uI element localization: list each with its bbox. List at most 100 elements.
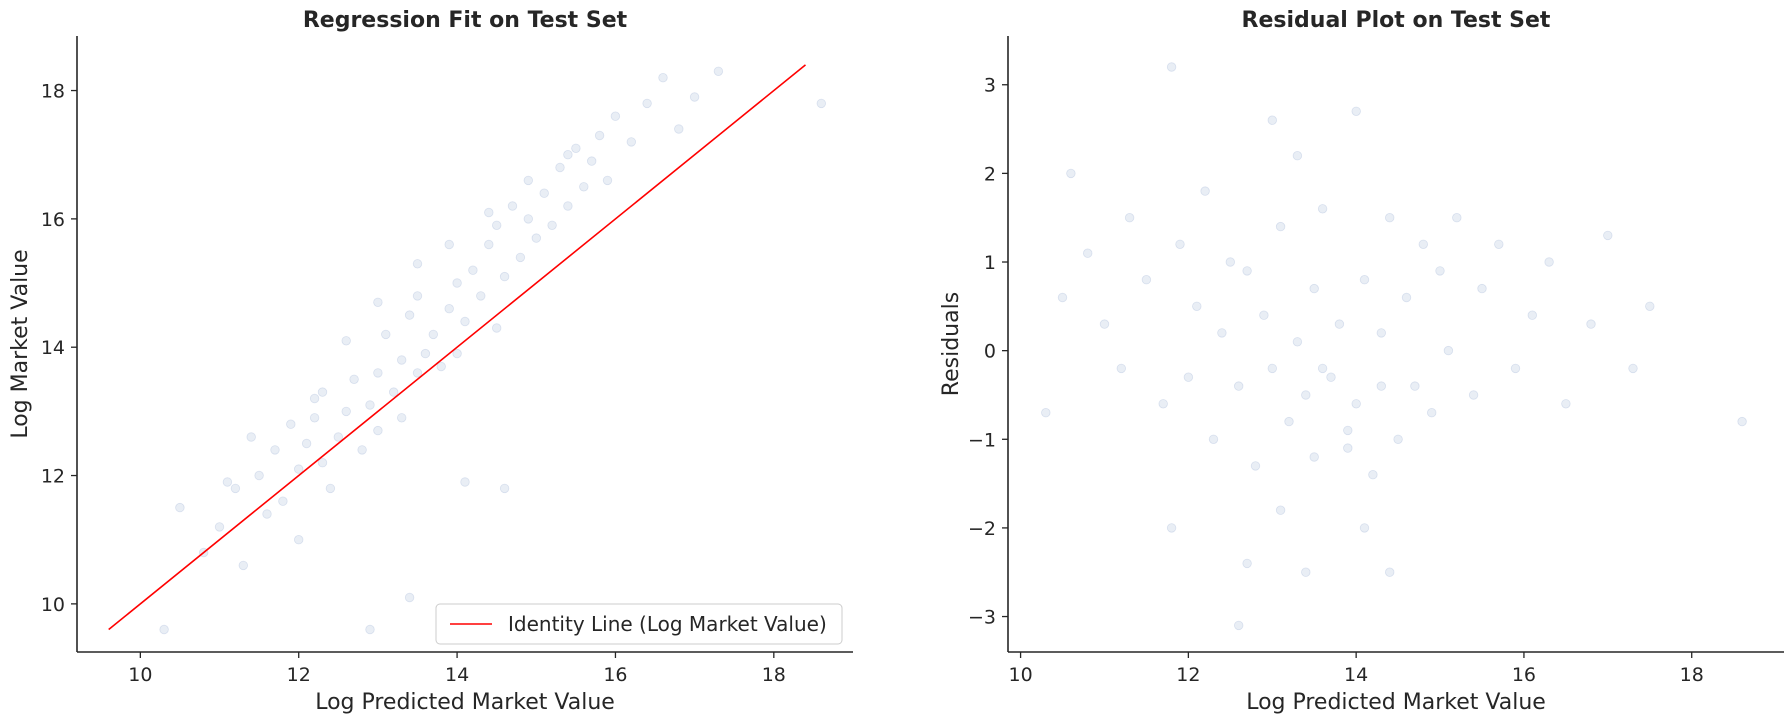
- scatter-point: [563, 201, 573, 211]
- scatter-point: [555, 162, 565, 173]
- scatter-point: [373, 425, 383, 436]
- scatter-point: [468, 265, 478, 275]
- scatter-point: [278, 496, 288, 506]
- regression-lines: [108, 64, 807, 631]
- scatter-point: [563, 149, 573, 160]
- scatter-point: [452, 278, 462, 288]
- scatter-point: [1494, 239, 1504, 250]
- scatter-point: [1359, 275, 1370, 285]
- regression-scatter-points: [159, 66, 827, 635]
- scatter-point: [1041, 408, 1051, 418]
- scatter-point: [816, 98, 827, 109]
- scatter-point: [1233, 620, 1244, 631]
- x-tick-label: 14: [1344, 664, 1368, 686]
- scatter-point: [317, 458, 328, 468]
- scatter-point: [1082, 248, 1093, 258]
- scatter-point: [547, 220, 557, 231]
- scatter-point: [1351, 106, 1361, 117]
- scatter-point: [286, 419, 296, 429]
- scatter-point: [531, 233, 542, 243]
- scatter-point: [270, 445, 280, 455]
- scatter-point: [397, 355, 407, 365]
- scatter-point: [1275, 505, 1286, 515]
- scatter-point: [412, 259, 423, 269]
- residual-y-ticks: −3 −2 −1 0 1 2 3: [968, 75, 1008, 629]
- regression-fit-panel: Regression Fit on Test Set 10 12 14 16 18 10…: [8, 8, 853, 715]
- scatter-point: [1175, 239, 1185, 250]
- residual-scatter-points: [1041, 62, 1747, 631]
- regression-legend: Identity Line (Log Market Value): [435, 603, 843, 645]
- scatter-point: [484, 207, 494, 218]
- scatter-point: [1250, 461, 1261, 471]
- scatter-point: [381, 329, 391, 340]
- y-tick-label: 1: [984, 252, 996, 274]
- scatter-point: [539, 188, 549, 198]
- scatter-point: [1645, 301, 1655, 312]
- scatter-point: [1628, 363, 1638, 374]
- regression-y-ticks: 10 12 14 16 18: [41, 81, 77, 616]
- x-tick-label: 16: [603, 664, 627, 686]
- scatter-point: [523, 214, 534, 224]
- scatter-point: [1426, 408, 1437, 418]
- scatter-point: [246, 432, 256, 442]
- scatter-point: [1242, 558, 1252, 569]
- scatter-point: [341, 406, 351, 417]
- scatter-point: [1317, 204, 1328, 214]
- scatter-point: [587, 156, 597, 166]
- scatter-point: [1267, 363, 1278, 374]
- scatter-point: [1418, 239, 1429, 250]
- y-tick-label: 2: [984, 163, 996, 185]
- scatter-point: [1376, 381, 1387, 391]
- scatter-point: [1368, 470, 1378, 480]
- scatter-point: [404, 310, 415, 320]
- scatter-point: [1099, 319, 1110, 329]
- scatter-point: [1384, 212, 1395, 223]
- scatter-point: [1192, 301, 1202, 312]
- scatter-point: [420, 348, 431, 359]
- scatter-point: [1217, 328, 1227, 338]
- scatter-point: [1066, 168, 1076, 179]
- scatter-point: [515, 252, 526, 263]
- scatter-point: [1586, 319, 1596, 329]
- scatter-point: [594, 130, 605, 141]
- identity-line: [108, 64, 807, 631]
- scatter-point: [642, 98, 652, 109]
- scatter-point: [1468, 390, 1479, 400]
- scatter-point: [452, 348, 462, 359]
- scatter-point: [1527, 310, 1538, 320]
- scatter-point: [1284, 416, 1294, 427]
- scatter-point: [341, 336, 351, 346]
- x-tick-label: 12: [287, 664, 311, 686]
- scatter-point: [1057, 292, 1068, 303]
- scatter-point: [1309, 283, 1319, 294]
- scatter-point: [1275, 221, 1286, 232]
- scatter-point: [1242, 266, 1252, 276]
- scatter-point: [1124, 212, 1135, 223]
- x-tick-label: 10: [1008, 664, 1032, 686]
- scatter-point: [1233, 381, 1244, 391]
- scatter-point: [1166, 523, 1177, 533]
- scatter-point: [460, 477, 470, 487]
- scatter-point: [492, 220, 502, 231]
- scatter-point: [317, 387, 328, 397]
- scatter-point: [713, 66, 724, 77]
- residual-x-axis-label: Log Predicted Market Value: [1246, 690, 1546, 715]
- scatter-point: [294, 464, 304, 474]
- scatter-point: [1141, 275, 1152, 285]
- x-tick-label: 18: [762, 664, 786, 686]
- scatter-point: [1225, 257, 1236, 267]
- scatter-point: [159, 624, 169, 635]
- scatter-point: [523, 175, 534, 186]
- scatter-point: [476, 291, 486, 301]
- scatter-point: [1510, 363, 1521, 374]
- scatter-point: [444, 304, 454, 314]
- scatter-point: [1200, 186, 1210, 196]
- scatter-point: [1259, 310, 1269, 320]
- scatter-point: [214, 522, 225, 532]
- y-tick-label: 16: [41, 209, 65, 231]
- scatter-point: [689, 92, 700, 102]
- scatter-point: [397, 413, 407, 423]
- y-tick-label: 10: [41, 594, 65, 616]
- scatter-point: [325, 483, 336, 494]
- scatter-point: [389, 387, 399, 397]
